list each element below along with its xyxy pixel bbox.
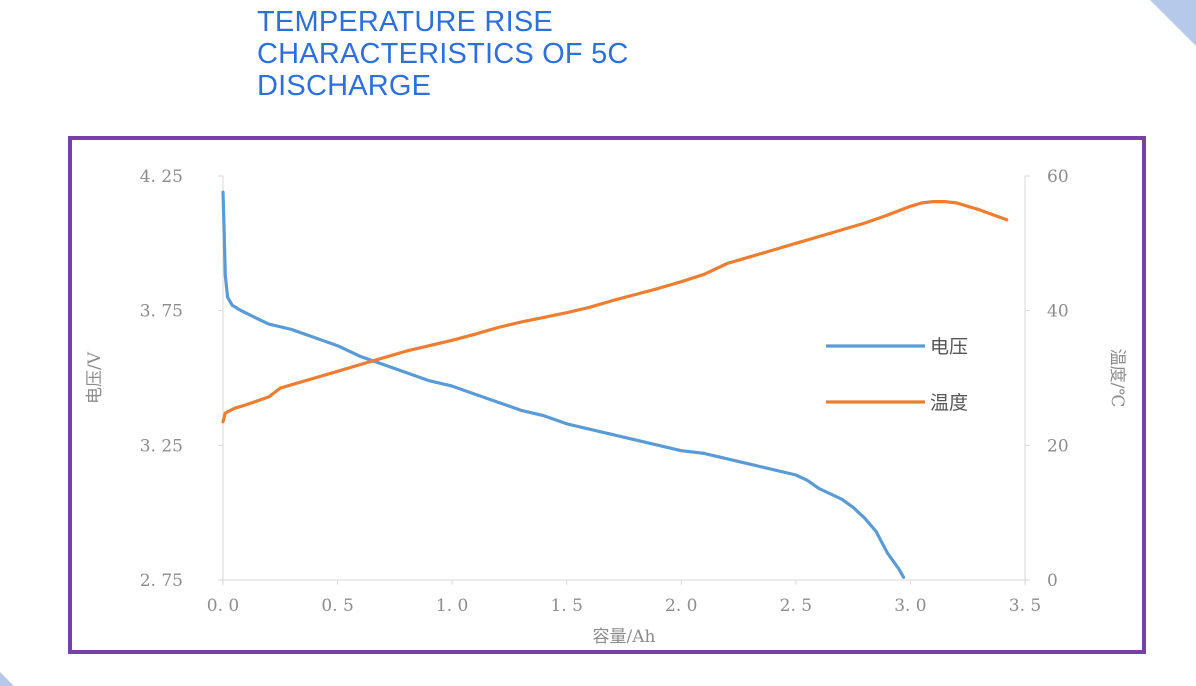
x-axis-title: 容量/Ah <box>593 627 656 647</box>
y-tick-label: 3. 75 <box>140 302 183 322</box>
x-tick-label: 3. 0 <box>894 596 926 616</box>
y2-tick-label: 60 <box>1047 167 1069 187</box>
corner-decoration-top-right <box>1150 0 1196 46</box>
y2-tick-label: 20 <box>1047 436 1069 456</box>
y2-tick-label: 0 <box>1047 571 1058 591</box>
slide-title: TEMPERATURE RISE CHARACTERISTICS OF 5C D… <box>257 6 629 102</box>
y-tick-label: 4. 25 <box>140 167 183 187</box>
legend-label: 温度 <box>930 392 968 414</box>
series-line-2 <box>221 200 1009 424</box>
y-tick-label: 3. 25 <box>140 436 183 456</box>
x-tick-label: 1. 0 <box>436 596 468 616</box>
x-tick-label: 2. 0 <box>665 596 697 616</box>
axes-group: 0. 0 0. 5 1. 0 1. 5 2. 0 2. 5 3. 0 3. 5 4. 25 3. … <box>85 167 1127 647</box>
x-tick-label: 0. 5 <box>321 596 353 616</box>
y2-axis-title: 温度/℃ <box>1107 349 1127 408</box>
corner-decoration-bottom-left <box>0 672 14 686</box>
plot-group <box>221 190 1009 579</box>
y-tick-label: 2. 75 <box>140 571 183 591</box>
legend-label: 电压 <box>930 336 968 358</box>
y2-tick-label: 40 <box>1047 302 1069 322</box>
x-tick-label: 1. 5 <box>550 596 582 616</box>
series-line-1 <box>221 190 906 579</box>
y-axis-title: 电压/V <box>85 351 105 404</box>
x-tick-label: 0. 0 <box>207 596 239 616</box>
x-tick-label: 2. 5 <box>780 596 812 616</box>
chart-frame <box>68 136 1146 654</box>
x-tick-label: 3. 5 <box>1009 596 1041 616</box>
